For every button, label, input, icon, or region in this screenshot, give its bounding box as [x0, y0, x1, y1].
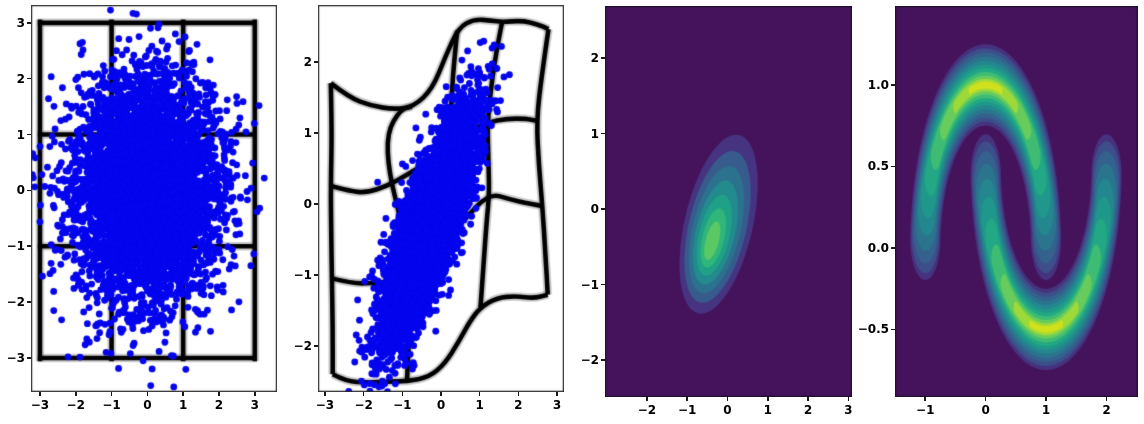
x-tick-mark — [686, 397, 688, 401]
y-tick-mark — [601, 283, 605, 286]
y-tick-label: 2 — [590, 51, 599, 66]
y-tick-mark — [27, 77, 31, 80]
x-tick-label: −2 — [354, 398, 373, 412]
y-tick-label: −0.5 — [857, 322, 889, 337]
y-tick-label: 0.5 — [867, 159, 889, 174]
x-tick-label: −1 — [102, 398, 121, 412]
x-tick-mark — [807, 397, 809, 401]
x-tick-label: 0 — [981, 403, 990, 417]
plot-base-gaussian-scatter — [31, 5, 277, 392]
x-tick-mark — [517, 392, 520, 396]
y-tick-mark — [891, 328, 895, 331]
x-tick-mark — [1105, 397, 1108, 401]
y-tick-label: 1 — [590, 126, 599, 141]
x-tick-label: −1 — [677, 403, 697, 417]
y-tick-label: 1 — [303, 125, 312, 140]
x-tick-mark — [362, 392, 365, 396]
x-tick-label: 1 — [178, 398, 188, 412]
y-tick-mark — [601, 132, 605, 135]
y-tick-label: −2 — [293, 338, 312, 353]
y-tick-label: 0 — [303, 196, 312, 211]
y-tick-mark — [27, 301, 31, 303]
x-tick-label: 2 — [514, 398, 523, 412]
x-tick-label: 1 — [475, 398, 484, 412]
x-tick-mark — [39, 392, 41, 396]
x-tick-label: −3 — [30, 398, 50, 412]
y-tick-label: 0 — [590, 202, 599, 217]
y-tick-label: 2 — [303, 54, 312, 69]
y-tick-label: −1 — [580, 277, 599, 292]
x-tick-mark — [75, 392, 77, 396]
x-tick-label: −1 — [916, 403, 935, 417]
x-tick-label: 0 — [436, 398, 446, 412]
y-tick-mark — [891, 84, 895, 86]
x-tick-mark — [924, 397, 926, 401]
x-tick-label: 1 — [1041, 403, 1051, 417]
y-tick-mark — [27, 245, 31, 247]
y-tick-mark — [601, 57, 605, 59]
x-tick-label: 2 — [214, 398, 224, 412]
x-tick-mark — [767, 397, 769, 401]
x-tick-mark — [254, 392, 256, 396]
x-tick-label: −1 — [393, 398, 412, 412]
x-tick-mark — [401, 392, 404, 396]
x-tick-mark — [146, 392, 149, 396]
y-tick-label: −1 — [6, 239, 25, 254]
x-tick-label: 0 — [143, 398, 152, 412]
y-tick-mark — [601, 208, 605, 210]
plot-warped-scatter — [318, 5, 564, 392]
x-tick-mark — [556, 392, 558, 396]
x-tick-mark — [440, 392, 442, 396]
x-tick-mark — [218, 392, 220, 396]
y-tick-mark — [314, 203, 318, 205]
x-tick-label: 3 — [844, 403, 853, 417]
y-tick-label: −2 — [580, 353, 599, 367]
y-tick-label: 0.0 — [867, 240, 889, 255]
plot-learned-density-contour — [605, 6, 852, 397]
y-tick-label: 2 — [16, 71, 25, 86]
x-tick-label: 1 — [763, 403, 772, 417]
y-tick-mark — [314, 274, 318, 276]
x-tick-label: −3 — [315, 398, 335, 412]
y-tick-label: −3 — [6, 350, 25, 365]
x-tick-mark — [110, 392, 113, 396]
x-tick-label: −2 — [637, 403, 657, 417]
y-tick-mark — [891, 165, 895, 168]
y-tick-label: 1 — [16, 127, 25, 142]
y-tick-mark — [27, 22, 31, 24]
y-tick-label: −2 — [6, 295, 25, 310]
y-tick-mark — [601, 359, 605, 361]
x-tick-mark — [984, 397, 987, 401]
x-tick-mark — [726, 397, 729, 401]
y-tick-label: 3 — [16, 15, 25, 30]
x-tick-label: −2 — [66, 398, 85, 412]
y-tick-mark — [314, 132, 318, 134]
y-tick-mark — [314, 345, 318, 347]
x-tick-label: 2 — [1102, 403, 1111, 417]
y-tick-mark — [314, 61, 318, 63]
x-tick-label: 2 — [803, 403, 813, 417]
plot-target-moons-contour — [895, 6, 1138, 397]
y-tick-mark — [27, 189, 31, 192]
x-tick-label: 0 — [723, 403, 732, 417]
x-tick-mark — [182, 392, 184, 396]
x-tick-mark — [324, 392, 326, 396]
y-tick-mark — [27, 133, 31, 136]
y-tick-mark — [891, 247, 895, 249]
x-tick-label: 3 — [552, 398, 562, 412]
x-tick-mark — [847, 397, 850, 401]
x-tick-mark — [1045, 397, 1047, 401]
y-tick-label: 1.0 — [867, 78, 889, 92]
y-tick-label: −1 — [293, 267, 312, 282]
x-tick-mark — [646, 397, 648, 401]
y-tick-mark — [27, 357, 31, 359]
x-tick-mark — [478, 392, 481, 396]
x-tick-label: 3 — [250, 398, 259, 412]
y-tick-label: 0 — [16, 183, 25, 198]
